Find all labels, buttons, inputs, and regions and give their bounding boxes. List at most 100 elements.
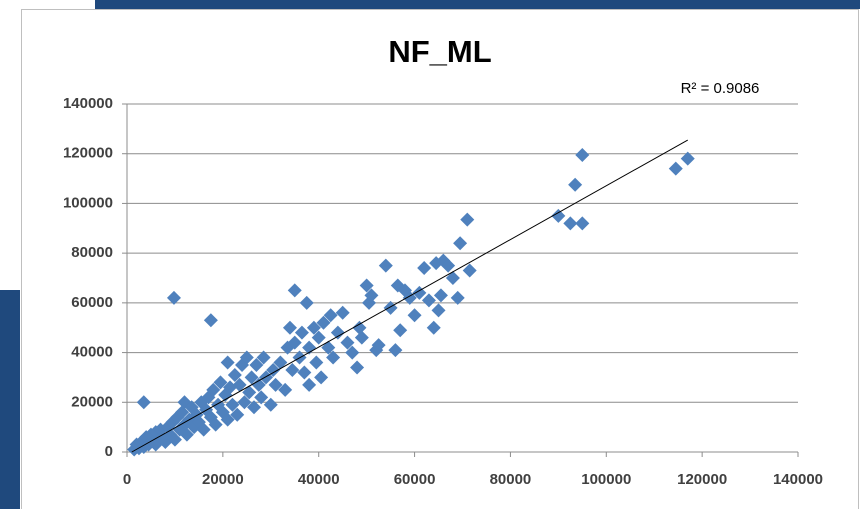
data-point <box>220 412 235 427</box>
data-point <box>294 325 309 340</box>
data-point <box>247 400 262 415</box>
data-point <box>352 320 367 335</box>
data-point <box>287 283 302 298</box>
data-point <box>378 258 393 273</box>
plot-area: 0 20000 40000 60000 80000 100000 120000 140000 0… <box>63 95 823 488</box>
data-point <box>220 355 235 370</box>
data-point <box>393 323 408 338</box>
y-tick-label: 80000 <box>71 244 113 261</box>
data-point <box>166 290 181 305</box>
y-tick-label: 140000 <box>63 95 113 112</box>
data-point <box>206 382 221 397</box>
data-point <box>249 358 264 372</box>
data-point <box>258 370 273 385</box>
data-point <box>431 303 446 318</box>
data-point <box>364 288 379 303</box>
data-point <box>460 212 475 227</box>
data-point <box>179 427 194 442</box>
header-band <box>95 0 860 9</box>
y-tick-label: 100000 <box>63 194 113 211</box>
data-point <box>227 367 242 382</box>
data-point <box>242 385 257 400</box>
data-point <box>453 236 468 251</box>
data-point <box>223 380 238 395</box>
data-point <box>232 377 247 392</box>
data-point <box>230 407 245 422</box>
y-tick-label: 120000 <box>63 145 113 162</box>
data-point <box>285 362 300 377</box>
data-point <box>417 261 432 276</box>
data-point <box>563 216 578 231</box>
data-point <box>297 365 312 380</box>
r-squared-label: R² = 0.9086 <box>681 80 760 97</box>
data-point <box>450 290 465 305</box>
data-point <box>273 355 288 370</box>
data-point <box>299 295 314 310</box>
x-tick-label: 100000 <box>581 471 631 488</box>
chart-title: NF_ML <box>388 34 491 69</box>
y-tick-label: 40000 <box>71 344 113 361</box>
y-tick-label: 60000 <box>71 294 113 311</box>
data-point <box>268 377 283 392</box>
data-point <box>306 320 321 335</box>
data-point <box>575 147 590 162</box>
data-point <box>287 335 302 350</box>
y-tick-label: 20000 <box>71 393 113 410</box>
data-point <box>340 335 355 350</box>
data-point <box>266 362 281 377</box>
data-point <box>668 161 683 176</box>
data-point <box>239 350 254 365</box>
data-point <box>354 330 369 345</box>
data-point <box>251 377 266 392</box>
data-point <box>314 370 329 385</box>
data-point <box>175 405 190 420</box>
data-point <box>371 338 386 353</box>
data-point <box>335 305 350 320</box>
x-tick-label: 40000 <box>298 471 340 488</box>
data-point <box>462 263 477 278</box>
data-point <box>551 208 566 223</box>
data-point <box>254 390 269 405</box>
data-point <box>213 375 228 390</box>
trendline <box>131 139 689 453</box>
data-point <box>282 320 297 335</box>
data-point <box>412 285 427 300</box>
data-point <box>426 320 441 335</box>
data-point <box>680 151 695 166</box>
data-point <box>196 422 211 437</box>
data-point <box>263 397 278 412</box>
data-point <box>575 216 590 231</box>
data-point <box>167 432 182 447</box>
data-point <box>359 278 374 293</box>
data-point <box>237 395 252 410</box>
x-tick-label: 20000 <box>202 471 244 488</box>
data-point <box>568 177 583 192</box>
x-tick-label: 60000 <box>394 471 436 488</box>
data-point <box>316 315 331 330</box>
data-point <box>350 360 365 375</box>
data-point <box>311 330 326 345</box>
data-point <box>433 288 448 303</box>
y-tick-label: 0 <box>105 443 113 460</box>
data-point <box>208 417 223 432</box>
data-point <box>388 343 403 358</box>
data-point <box>445 271 460 285</box>
data-point <box>244 370 259 385</box>
data-point <box>278 382 293 397</box>
data-point <box>256 350 271 365</box>
data-point <box>203 313 218 328</box>
data-point <box>407 308 422 323</box>
data-point <box>441 258 456 273</box>
data-point <box>323 308 338 323</box>
data-point <box>421 293 436 308</box>
x-tick-label: 0 <box>123 471 131 488</box>
data-point <box>225 397 240 412</box>
data-point <box>309 355 324 370</box>
x-tick-label: 80000 <box>490 471 532 488</box>
data-point <box>330 325 345 340</box>
data-point <box>345 345 360 360</box>
data-point <box>326 350 341 365</box>
data-point <box>136 395 151 410</box>
